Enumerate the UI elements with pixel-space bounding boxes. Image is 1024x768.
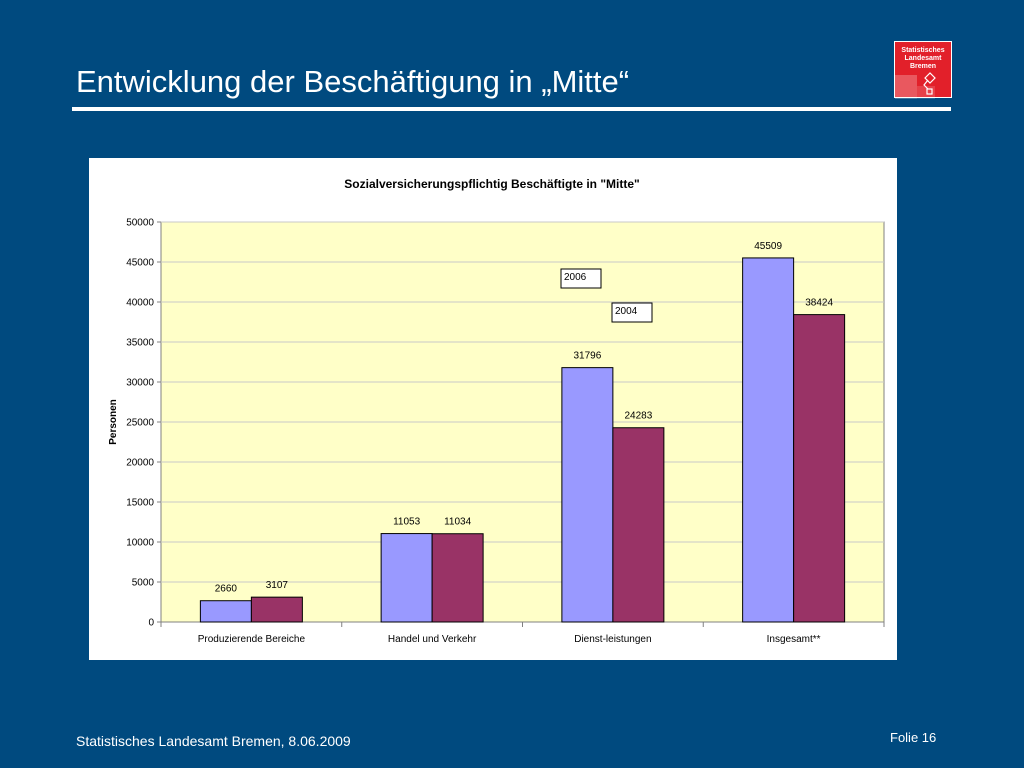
y-tick-label: 50000 [126, 218, 154, 229]
title-divider [72, 107, 951, 111]
bar-chart: Sozialversicherungspflichtig Beschäftigt… [108, 177, 885, 645]
bar-value-label: 31796 [573, 351, 601, 362]
y-tick-label: 35000 [126, 338, 154, 349]
y-axis-label: Personen [108, 399, 119, 445]
data-labels: 2660 3107 11053 11034 31796 24283 45509 38424 [215, 241, 834, 595]
legend: 2006 2004 [560, 268, 653, 323]
y-tick-label: 45000 [126, 258, 154, 269]
bar-value-label: 45509 [754, 241, 782, 252]
bar-2004 [250, 596, 303, 623]
x-category-label: Handel und Verkehr [388, 634, 477, 645]
x-category-label: Dienst-leistungen [574, 634, 651, 645]
y-tick-label: 20000 [126, 458, 154, 469]
bar-value-label: 24283 [624, 411, 652, 422]
logo-text-line: Landesamt [904, 55, 942, 62]
bar-value-label: 11034 [444, 517, 472, 528]
y-tick-label: 25000 [126, 418, 154, 429]
logo-text-line: Bremen [909, 63, 937, 70]
bar-value-label: 38424 [805, 298, 833, 309]
x-category-label: Insgesamt** [767, 634, 821, 645]
x-axis-categories: Produzierende Bereiche Handel und Verkehr… [160, 622, 885, 645]
bar-2006 [199, 600, 252, 623]
bar-value-label: 11053 [393, 517, 421, 528]
y-tick-label: 5000 [132, 578, 155, 589]
legend-label: 2004 [615, 306, 638, 317]
bars [199, 257, 846, 623]
legend-label: 2006 [564, 272, 587, 283]
bar-2006 [561, 367, 614, 623]
legend-box [611, 302, 653, 323]
legend-box [560, 268, 602, 289]
x-category-label: Produzierende Bereiche [198, 634, 306, 645]
bar-value-label: 2660 [215, 584, 238, 595]
logo-text-line: Statistisches [901, 47, 945, 54]
bar-2004 [793, 314, 846, 623]
y-tick-label: 30000 [126, 378, 154, 389]
y-tick-label: 40000 [126, 298, 154, 309]
bar-value-label: 3107 [266, 580, 289, 591]
bar-2006 [380, 533, 433, 623]
y-tick-label: 0 [148, 618, 154, 629]
y-tick-label: 10000 [126, 538, 154, 549]
bar-2006 [742, 257, 795, 623]
statistisches-landesamt-logo: Statistisches Landesamt Bremen [894, 41, 952, 99]
slide-number: Folie 16 [890, 730, 937, 745]
y-tick-label: 15000 [126, 498, 154, 509]
y-axis-ticks: 0 5000 10000 15000 20000 25000 30000 35000 40000… [126, 218, 161, 629]
bar-2004 [612, 427, 665, 623]
chart-title: Sozialversicherungspflichtig Beschäftigt… [344, 177, 639, 191]
slide-title: Entwicklung der Beschäftigung in „Mitte“ [76, 64, 630, 99]
bar-2004 [431, 533, 484, 623]
bremen-key-icon [895, 72, 936, 99]
chart-panel: Sozialversicherungspflichtig Beschäftigt… [89, 158, 897, 660]
footer-source: Statistisches Landesamt Bremen, 8.06.200… [76, 733, 351, 749]
